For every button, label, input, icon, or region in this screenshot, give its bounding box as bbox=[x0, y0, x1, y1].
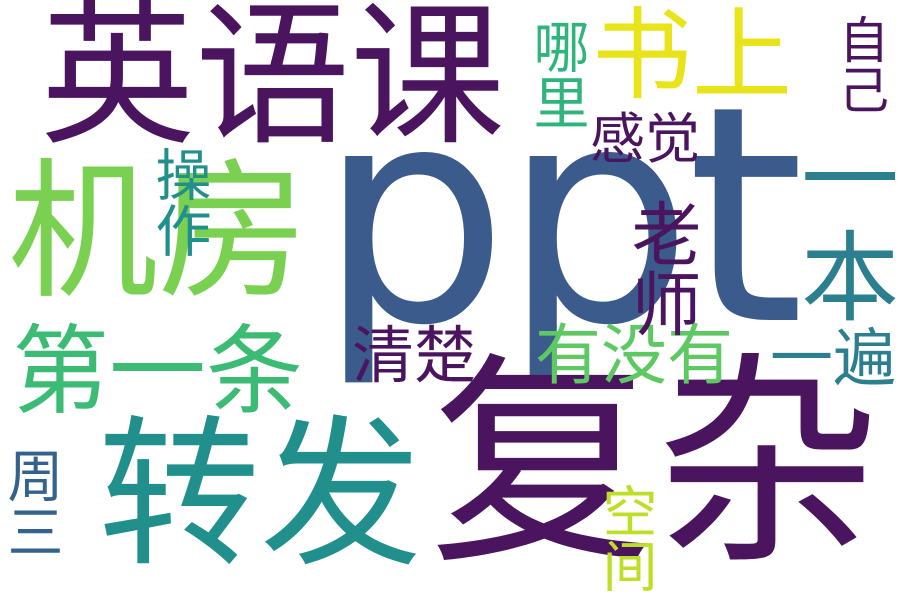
word-yiben: 一本 bbox=[784, 128, 898, 324]
word-jifang: 机房 bbox=[8, 146, 309, 320]
word-shushang: 书上 bbox=[592, 0, 792, 114]
word-laoshi: 老师 bbox=[620, 198, 702, 338]
word-qingchu: 清楚 bbox=[352, 319, 477, 392]
word-diyitiao: 第一条 bbox=[12, 315, 303, 428]
word-zhousan: 周三 bbox=[0, 447, 63, 559]
word-caozuo: 操作 bbox=[146, 146, 211, 258]
word-fuza: 复杂 bbox=[430, 334, 880, 596]
word-youmeiyou: 有没有 bbox=[535, 317, 733, 394]
word-zhuanfa: 转发 bbox=[98, 402, 422, 590]
word-ganjue: 感觉 bbox=[590, 107, 701, 171]
word-ppt: ppt bbox=[318, 42, 804, 391]
word-kongjian: 空间 bbox=[593, 483, 657, 593]
word-nali: 哪里 bbox=[524, 18, 589, 130]
word-yingyuke: 英语课 bbox=[40, 0, 505, 167]
word-ziji: 自己 bbox=[831, 14, 889, 114]
word-yibian: 一遍 bbox=[770, 322, 896, 395]
